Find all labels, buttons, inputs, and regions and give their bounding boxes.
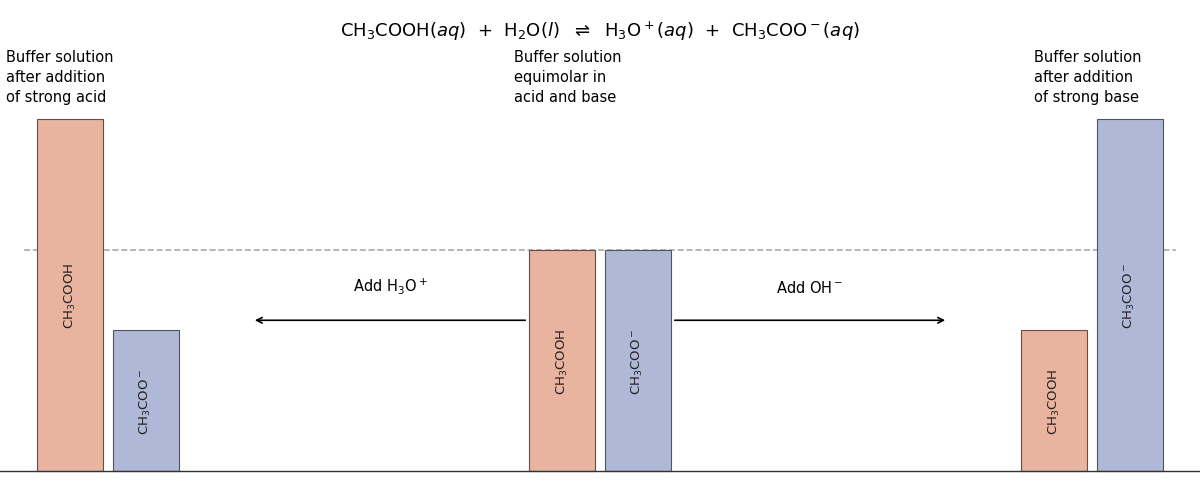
Text: CH$_3$COOH: CH$_3$COOH [554, 328, 570, 394]
Text: CH$_3$COOH($aq$)  +  H$_2$O($l$)  $\rightleftharpoons$  H$_3$O$^+$($aq$)  +  CH$: CH$_3$COOH($aq$) + H$_2$O($l$) $\rightle… [340, 20, 860, 43]
Bar [37, 120, 103, 471]
Text: Add H$_3$O$^+$: Add H$_3$O$^+$ [353, 276, 427, 296]
Text: CH$_3$COO$^-$: CH$_3$COO$^-$ [1122, 263, 1138, 329]
Text: Buffer solution
after addition
of strong acid: Buffer solution after addition of strong… [6, 50, 114, 105]
Text: Add OH$^-$: Add OH$^-$ [776, 280, 844, 296]
Bar [1021, 331, 1087, 471]
Bar [529, 250, 595, 471]
Text: CH$_3$COO$^-$: CH$_3$COO$^-$ [138, 368, 154, 434]
Bar [113, 331, 179, 471]
Bar [605, 250, 671, 471]
Text: CH$_3$COOH: CH$_3$COOH [62, 263, 78, 329]
Text: CH$_3$COO$^-$: CH$_3$COO$^-$ [630, 328, 646, 394]
Text: Buffer solution
equimolar in
acid and base: Buffer solution equimolar in acid and ba… [514, 50, 622, 105]
Text: CH$_3$COOH: CH$_3$COOH [1046, 368, 1062, 434]
Bar [1097, 120, 1163, 471]
Text: Buffer solution
after addition
of strong base: Buffer solution after addition of strong… [1034, 50, 1142, 105]
